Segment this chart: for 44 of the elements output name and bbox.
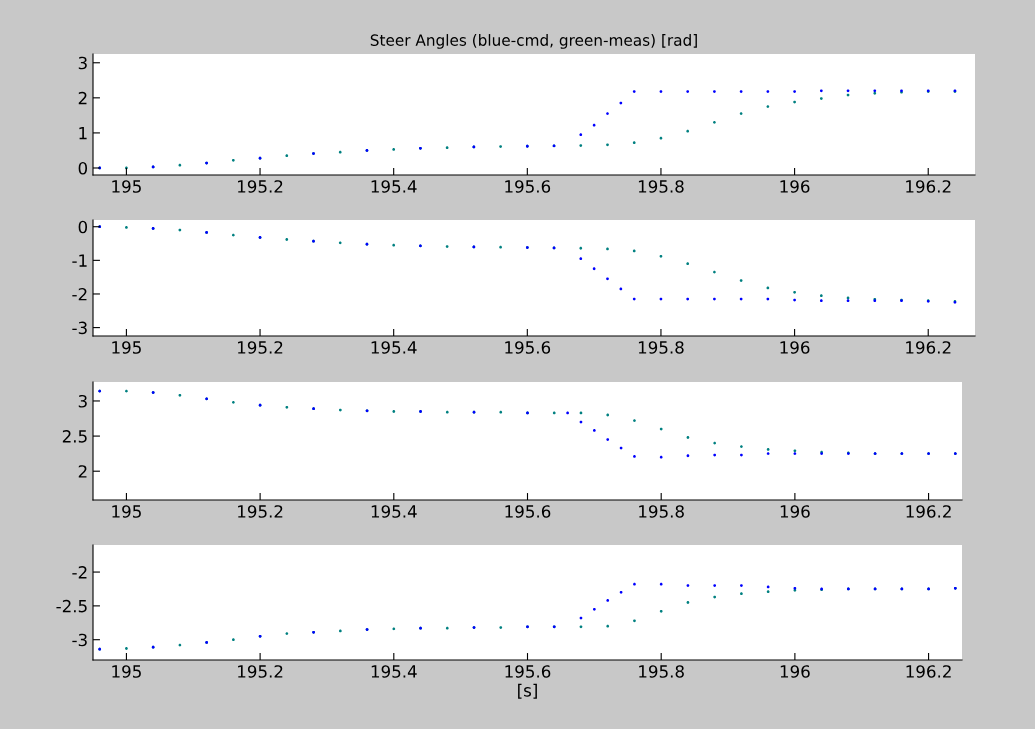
x-tick-label: 195 (112, 341, 141, 354)
x-tick-label: 195.6 (505, 505, 551, 518)
x-tick-label: 195 (112, 505, 141, 518)
y-tick-label: -2 (72, 566, 87, 579)
x-tick-label: 195.4 (371, 665, 417, 678)
y-tick-label: 0 (78, 161, 88, 175)
x-tick-label: 196 (780, 180, 810, 193)
x-tick-label: 195.6 (505, 180, 551, 193)
x-tick-label: 196.2 (906, 180, 951, 193)
x-tick-label: 196.2 (906, 665, 951, 678)
y-tick-label: -3 (72, 633, 87, 647)
y-tick-label: 3 (78, 394, 87, 408)
x-tick-label: 195.2 (238, 180, 283, 193)
y-tick-label: 1 (79, 127, 87, 140)
y-tick-label: -1 (72, 254, 87, 267)
x-tick-label: 195.4 (371, 505, 417, 518)
x-tick-label: 196 (780, 665, 810, 678)
x-tick-label: 196 (780, 505, 810, 518)
x-tick-label: 195.6 (505, 341, 551, 354)
y-tick-label: 0 (78, 220, 88, 234)
x-tick-label: 195 (112, 180, 141, 193)
y-tick-label: 2 (78, 465, 87, 478)
x-tick-label: 195.8 (638, 341, 684, 354)
x-tick-label: 195.8 (639, 505, 684, 518)
x-tick-label: 196.2 (906, 505, 951, 518)
x-tick-label: 196 (780, 341, 810, 354)
x-axis-title: [s] (518, 683, 537, 699)
x-tick-label: 195.8 (639, 665, 684, 678)
x-tick-label: 195.4 (371, 341, 417, 354)
x-tick-label: 195.4 (371, 180, 417, 193)
chart-title: Steer Angles (blue-cmd, green-meas) [rad] (370, 34, 697, 49)
x-tick-label: 195 (112, 665, 141, 678)
y-tick-label: 2 (78, 91, 87, 105)
x-tick-label: 195.6 (505, 665, 551, 678)
y-tick-label: -2 (72, 287, 87, 301)
x-tick-label: 195.2 (238, 665, 283, 678)
y-tick-label: 2.5 (62, 430, 87, 443)
y-tick-label: -2.5 (56, 599, 87, 613)
y-tick-label: -3 (72, 321, 87, 335)
x-tick-label: 195.2 (238, 505, 283, 518)
y-tick-label: 3 (78, 56, 87, 70)
x-tick-label: 195.2 (238, 341, 283, 354)
x-tick-label: 195.8 (638, 180, 684, 193)
x-tick-label: 196.2 (906, 341, 951, 354)
